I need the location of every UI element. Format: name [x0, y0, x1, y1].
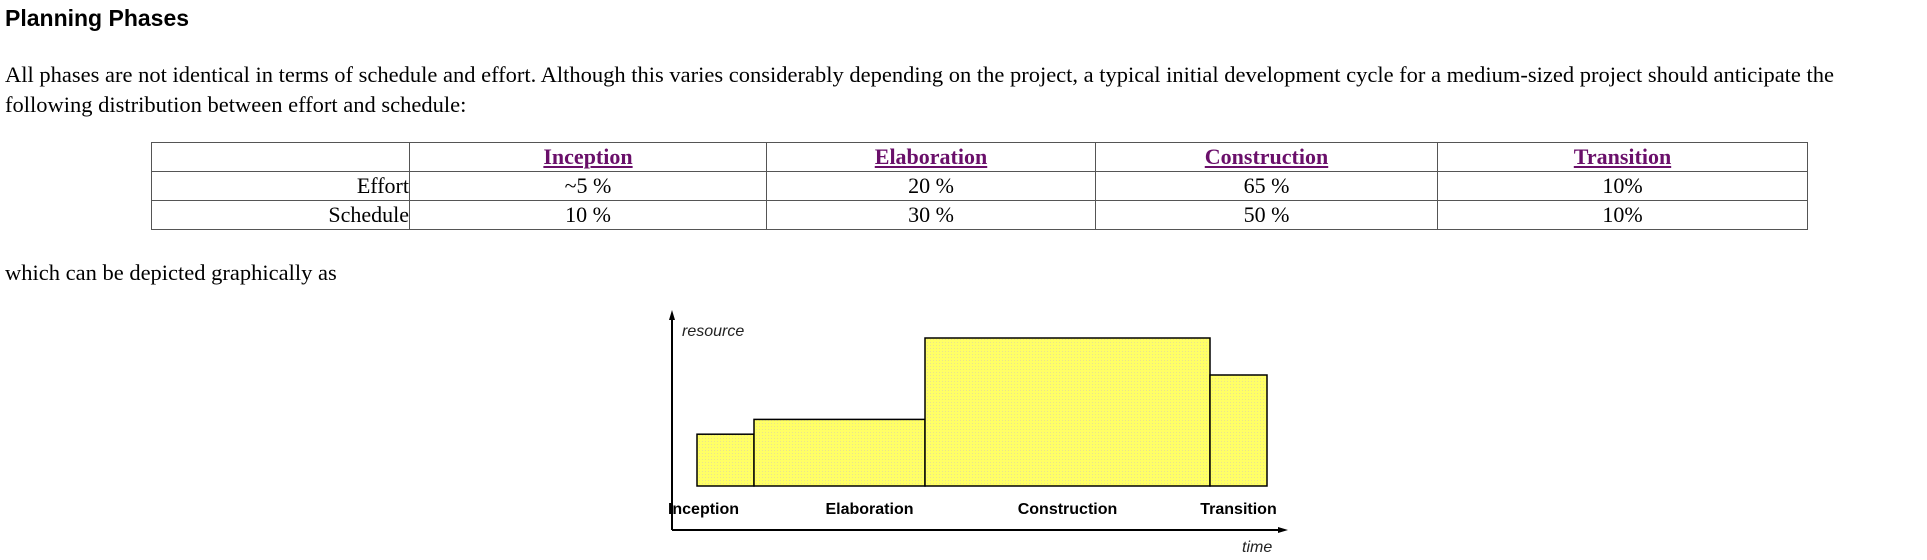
- y-axis-label: resource: [682, 323, 744, 340]
- phase-bar-construction: [924, 337, 1211, 487]
- phase-bar-transition: [1209, 374, 1268, 487]
- diagram-caption: which can be depicted graphically as: [5, 260, 337, 285]
- table-row-schedule: Schedule 10 % 30 % 50 % 10%: [151, 200, 1808, 230]
- phase-resource-diagram: resource time Inception Elaboration Constr…: [668, 310, 1288, 556]
- phase-bars: [696, 337, 1268, 487]
- schedule-elaboration-cell: 30 %: [766, 200, 1096, 230]
- schedule-inception-cell: 10 %: [409, 200, 767, 230]
- schedule-construction-cell: 50 %: [1095, 200, 1438, 230]
- row-label-effort: Effort: [151, 171, 410, 201]
- phase-labels: Inception Elaboration Construction Transiti…: [668, 501, 1277, 518]
- x-axis-label: time: [1242, 539, 1272, 556]
- table-header-empty: [151, 142, 410, 172]
- page-title: Planning Phases: [5, 5, 190, 31]
- phase-label-transition: Transition: [1200, 501, 1276, 518]
- table-header-inception: Inception: [409, 142, 767, 172]
- phase-distribution-table: Inception Elaboration Construction Trans…: [151, 142, 1808, 230]
- phase-label-inception: Inception: [668, 501, 739, 518]
- phase-bar-inception: [696, 433, 755, 487]
- elaboration-link[interactable]: Elaboration: [874, 144, 988, 169]
- construction-link[interactable]: Construction: [1204, 144, 1329, 169]
- y-axis-arrow-icon: [669, 310, 675, 320]
- phase-label-construction: Construction: [1018, 501, 1118, 518]
- schedule-transition-cell: 10%: [1437, 200, 1808, 230]
- x-axis-arrow-icon: [1278, 527, 1288, 533]
- effort-transition-cell: 10%: [1437, 171, 1808, 201]
- inception-link[interactable]: Inception: [543, 144, 633, 169]
- intro-paragraph: All phases are not identical in terms of…: [5, 62, 1835, 117]
- row-label-schedule: Schedule: [151, 200, 410, 230]
- effort-elaboration-cell: 20 %: [766, 171, 1096, 201]
- effort-construction-cell: 65 %: [1095, 171, 1438, 201]
- phase-label-elaboration: Elaboration: [825, 501, 913, 518]
- table-header-row: Inception Elaboration Construction Trans…: [151, 142, 1808, 172]
- effort-inception-cell: ~5 %: [409, 171, 767, 201]
- table-row-effort: Effort ~5 % 20 % 65 % 10%: [151, 171, 1808, 201]
- table-header-construction: Construction: [1095, 142, 1438, 172]
- phase-bar-elaboration: [753, 418, 926, 487]
- transition-link[interactable]: Transition: [1573, 144, 1672, 169]
- table-header-transition: Transition: [1437, 142, 1808, 172]
- table-header-elaboration: Elaboration: [766, 142, 1096, 172]
